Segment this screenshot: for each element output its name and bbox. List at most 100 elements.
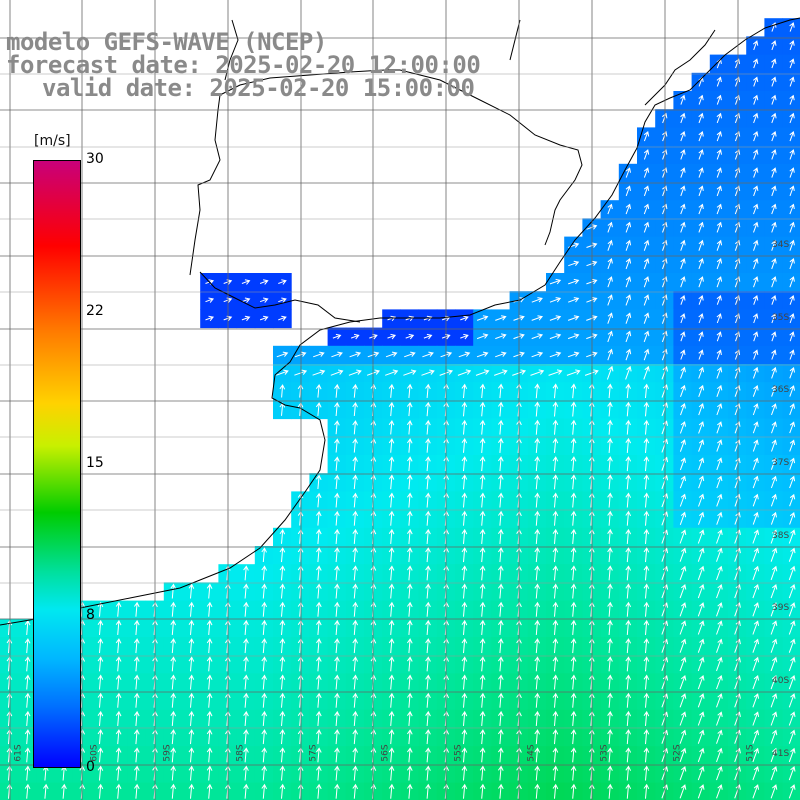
- wind-arrow: [315, 765, 322, 781]
- wind-arrow: [352, 729, 359, 745]
- wind-arrow: [661, 294, 668, 306]
- wind-arrow: [770, 693, 778, 708]
- wind-arrow: [534, 456, 541, 472]
- wind-arrow: [716, 221, 723, 233]
- wind-arrow: [625, 601, 632, 617]
- wind-arrow: [661, 330, 668, 343]
- wind-arrow: [607, 419, 613, 435]
- wind-arrow: [716, 421, 723, 434]
- wind-arrow: [206, 783, 213, 799]
- wind-arrow: [625, 783, 632, 799]
- wind-arrow: [625, 638, 632, 654]
- wind-arrow: [552, 783, 559, 799]
- wind-arrow: [188, 619, 195, 635]
- colorbar-tick: 22: [86, 303, 104, 319]
- wind-arrow: [461, 656, 468, 672]
- wind-arrow: [261, 692, 268, 708]
- wind-arrow: [568, 260, 580, 267]
- wind-arrow: [752, 366, 759, 379]
- wind-arrow: [461, 474, 468, 490]
- wind-arrow: [625, 492, 632, 508]
- wind-arrow: [352, 601, 359, 617]
- wind-arrow: [680, 294, 686, 305]
- wind-arrow: [61, 783, 67, 799]
- wind-arrow: [789, 257, 795, 270]
- wind-arrow: [716, 276, 723, 288]
- wind-arrow: [479, 383, 486, 399]
- wind-arrow: [698, 439, 705, 452]
- wind-arrow: [643, 710, 650, 726]
- wind-arrow: [679, 620, 687, 635]
- wind-arrow: [568, 297, 580, 303]
- wind-arrow: [716, 239, 723, 251]
- wind-arrow: [497, 419, 504, 435]
- wind-arrow: [698, 331, 704, 342]
- wind-arrow: [752, 40, 759, 51]
- wind-arrow: [789, 185, 795, 197]
- wind-arrow: [771, 313, 777, 324]
- wind-arrow: [206, 674, 213, 690]
- wind-arrow: [406, 565, 413, 581]
- wind-arrow: [679, 457, 686, 471]
- wind-arrow: [24, 619, 31, 635]
- wind-arrow: [570, 492, 577, 508]
- wind-arrow: [315, 474, 322, 490]
- wind-arrow: [97, 601, 104, 617]
- wind-arrow: [607, 456, 613, 472]
- wind-arrow: [279, 656, 286, 672]
- latitude-label: 35S: [772, 313, 790, 323]
- wind-arrow: [479, 437, 486, 453]
- wind-arrow: [206, 583, 213, 599]
- wind-arrow: [476, 333, 489, 340]
- wind-arrow: [425, 747, 431, 763]
- wind-arrow: [388, 492, 395, 508]
- wind-arrow: [534, 747, 541, 763]
- wind-arrow: [352, 765, 359, 781]
- wind-arrow: [716, 656, 723, 672]
- wind-arrow: [625, 583, 632, 599]
- wind-arrow: [315, 729, 322, 745]
- wind-arrow: [388, 619, 395, 635]
- wind-arrow: [243, 565, 249, 581]
- wind-arrow: [661, 747, 669, 763]
- wind-arrow: [753, 257, 759, 270]
- wind-arrow: [752, 94, 759, 105]
- wind-arrow: [476, 351, 489, 358]
- wind-arrow: [752, 747, 760, 763]
- wind-arrow: [534, 383, 540, 399]
- wind-arrow: [497, 729, 504, 745]
- wind-arrow: [497, 710, 504, 726]
- wind-arrow: [625, 565, 632, 581]
- wind-arrow: [625, 203, 631, 215]
- wind-arrow: [479, 747, 486, 763]
- wind-arrow: [350, 333, 360, 340]
- wind-arrow: [752, 112, 759, 124]
- wind-arrow: [497, 619, 504, 635]
- wind-arrow: [752, 384, 759, 397]
- wind-arrow: [734, 638, 741, 653]
- wind-arrow: [552, 674, 559, 690]
- wind-arrow: [770, 475, 777, 489]
- wind-arrow: [661, 384, 668, 398]
- wind-arrow: [261, 674, 268, 690]
- wind-arrow: [352, 383, 358, 398]
- wind-arrow: [789, 76, 795, 87]
- wind-arrow: [497, 674, 504, 690]
- wind-arrow: [716, 547, 723, 562]
- wind-arrow: [698, 149, 704, 160]
- wind-arrow: [406, 420, 413, 435]
- wind-arrow: [789, 221, 795, 233]
- wind-arrow: [133, 729, 140, 745]
- wind-arrow: [425, 656, 431, 672]
- wind-arrow: [789, 421, 796, 434]
- wind-arrow: [279, 747, 286, 763]
- wind-arrow: [789, 203, 795, 215]
- wind-arrow: [716, 620, 723, 635]
- wind-arrow: [679, 475, 686, 489]
- wind-arrow: [734, 711, 741, 726]
- wind-arrow: [352, 420, 358, 435]
- wind-arrow: [206, 619, 213, 635]
- wind-arrow: [752, 58, 759, 69]
- wind-arrow: [115, 783, 122, 799]
- wind-arrow: [625, 528, 632, 544]
